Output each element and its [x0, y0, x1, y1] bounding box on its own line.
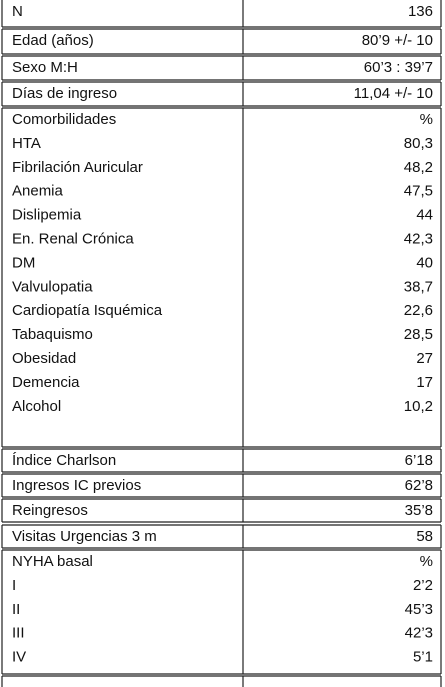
- row-label: IV: [12, 649, 26, 666]
- row-value: %: [420, 111, 433, 128]
- row-label: Ingresos IC previos: [12, 477, 141, 494]
- row-value: 62’8: [405, 477, 433, 494]
- row-label: Anemia: [12, 183, 64, 200]
- row-value: 27: [416, 350, 433, 367]
- row-value: 6’18: [405, 452, 433, 469]
- row-label: III: [12, 625, 25, 642]
- row-value: 42,3: [404, 230, 433, 247]
- row-label: Obesidad: [12, 350, 76, 367]
- row-label: II: [12, 601, 20, 618]
- row-value: 80’9 +/- 10: [362, 32, 433, 49]
- row-value: 11,04 +/- 10: [354, 85, 433, 102]
- row-label: Comorbilidades: [12, 111, 116, 128]
- row-label: Días de ingreso: [12, 85, 117, 102]
- row-value: 22,6: [404, 302, 433, 319]
- row-value: 42’3: [405, 625, 433, 642]
- row-value: 17: [416, 374, 433, 391]
- row-value: 28,5: [404, 326, 433, 343]
- row-value: 35’8: [405, 502, 433, 519]
- row-value: 5’1: [413, 649, 433, 666]
- row-label: NYHA basal: [12, 553, 93, 570]
- row-label: HTA: [12, 135, 41, 152]
- row-label: Valvulopatia: [12, 278, 93, 295]
- row-label: Cardiopatía Isquémica: [12, 302, 163, 319]
- row-value: 60’3 : 39’7: [364, 59, 433, 76]
- row-value: 40: [416, 254, 433, 271]
- row-label: En. Renal Crónica: [12, 230, 134, 247]
- row-value: 58: [416, 528, 433, 545]
- row-label: Edad (años): [12, 32, 94, 49]
- row-label: Dislipemia: [12, 207, 82, 224]
- row-label: Reingresos: [12, 502, 88, 519]
- row-value: 47,5: [404, 183, 433, 200]
- row-value: 44: [416, 207, 433, 224]
- row-label: Demencia: [12, 374, 80, 391]
- row-label: Alcohol: [12, 398, 61, 415]
- row-value: 136: [408, 3, 433, 20]
- row-value: 80,3: [404, 135, 433, 152]
- row-label: Fibrilación Auricular: [12, 159, 143, 176]
- row-value: 2’2: [413, 577, 433, 594]
- row-value: 38,7: [404, 278, 433, 295]
- row-value: %: [420, 553, 433, 570]
- row-value: 45’3: [405, 601, 433, 618]
- row-label: Sexo M:H: [12, 59, 78, 76]
- row-label: Índice Charlson: [12, 452, 116, 469]
- row-value: 10,2: [404, 398, 433, 415]
- row-label: I: [12, 577, 16, 594]
- row-label: Tabaquismo: [12, 326, 93, 343]
- row-label: Visitas Urgencias 3 m: [12, 528, 157, 545]
- row-value: 48,2: [404, 159, 433, 176]
- row-label: DM: [12, 254, 35, 271]
- row-label: N: [12, 3, 23, 20]
